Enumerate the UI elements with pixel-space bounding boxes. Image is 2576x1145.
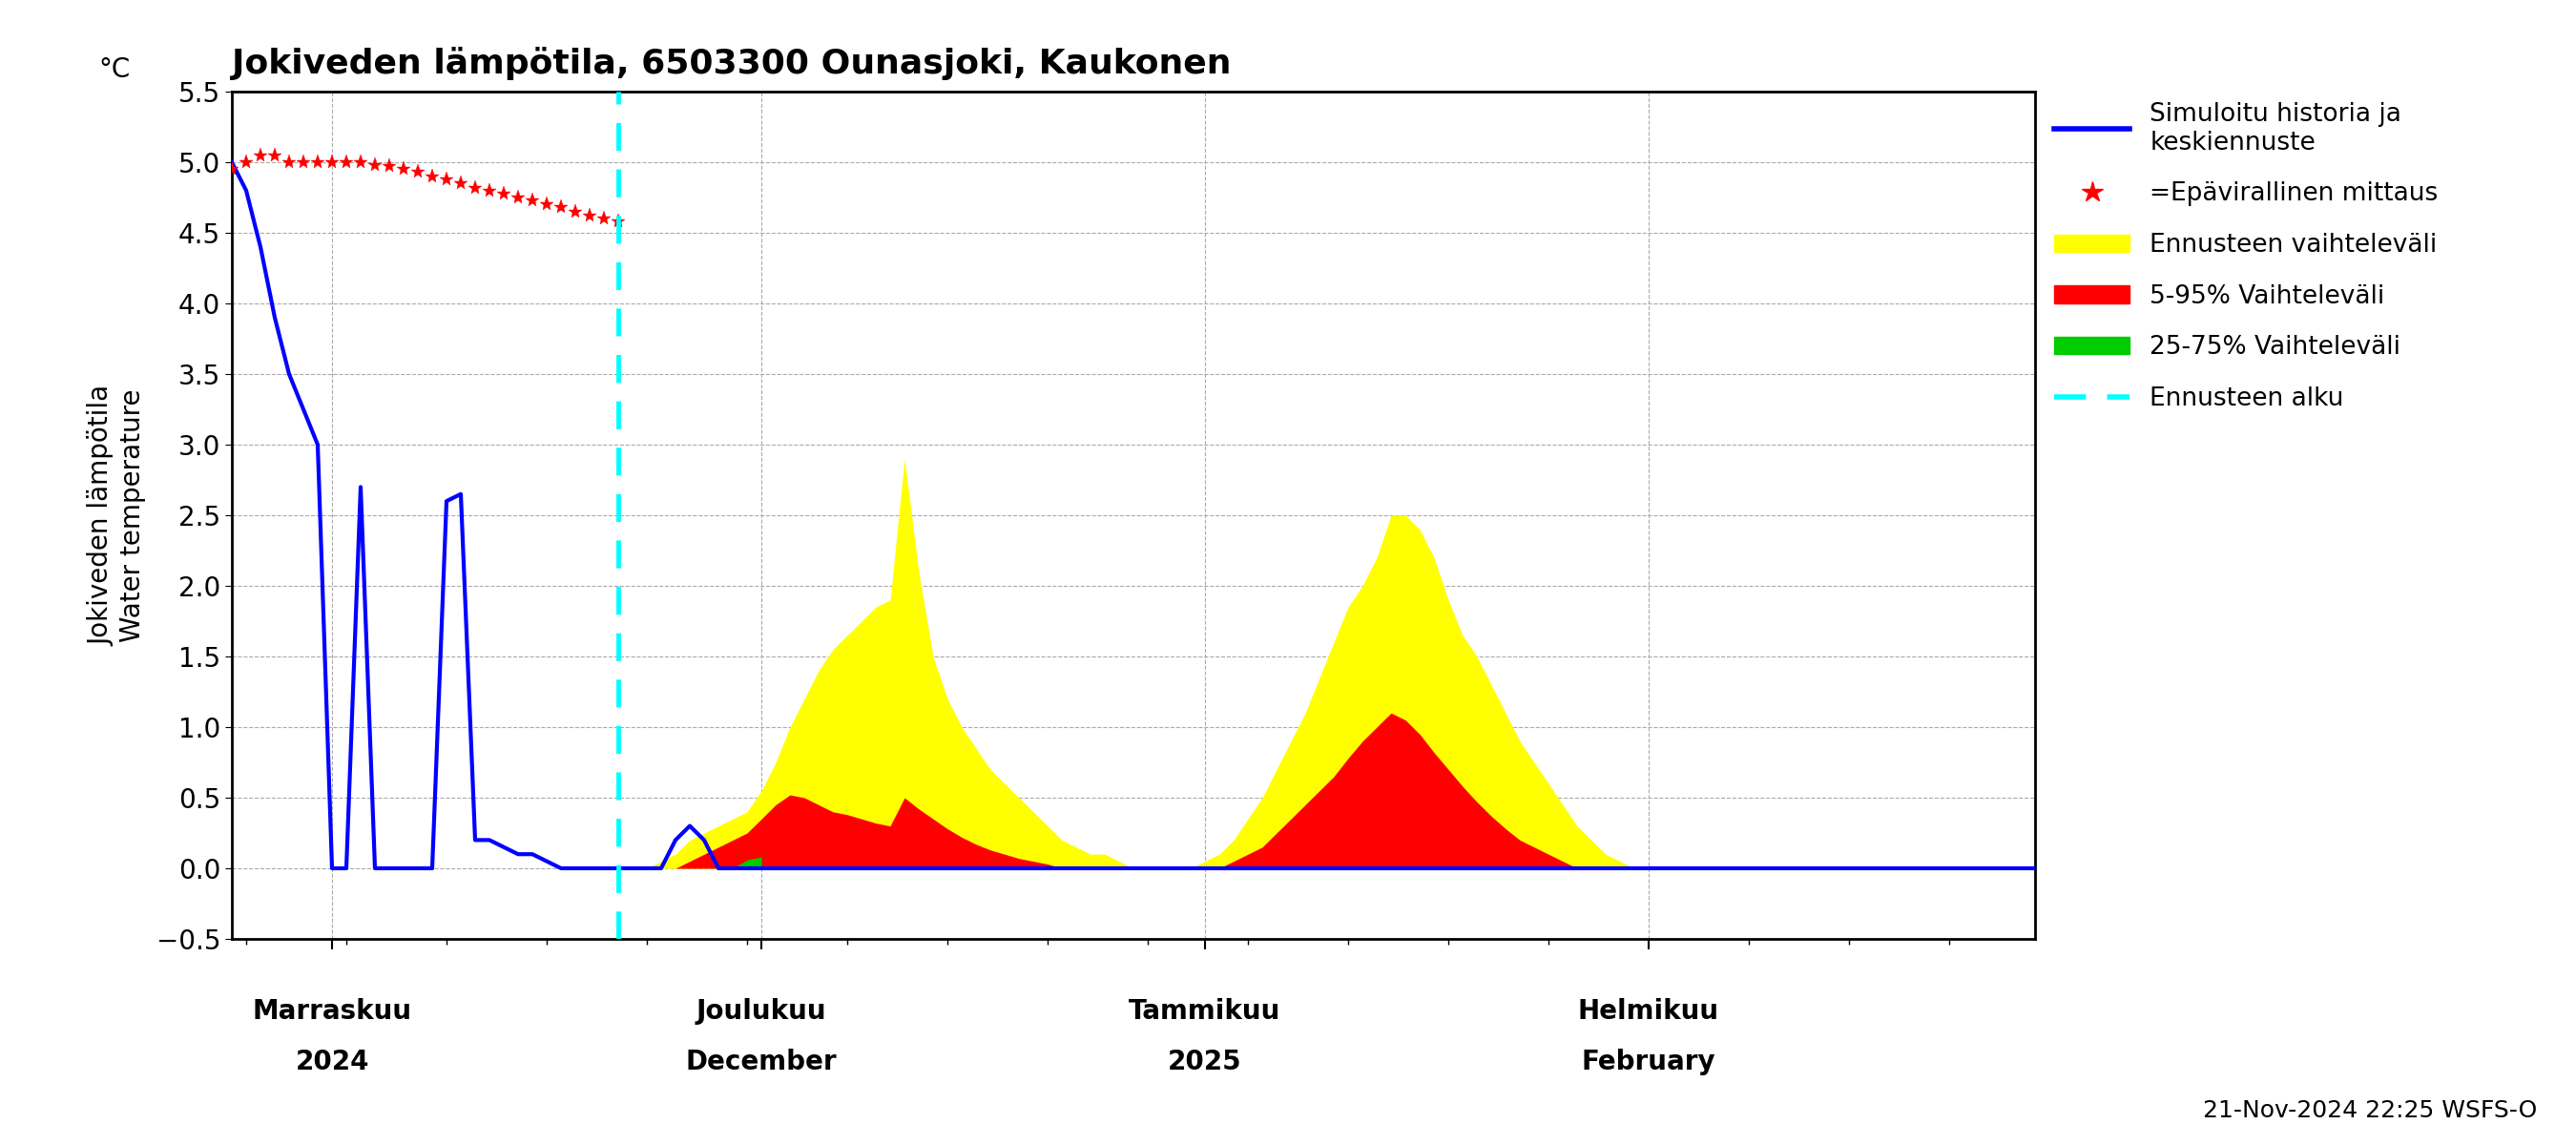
Text: 21-Nov-2024 22:25 WSFS-O: 21-Nov-2024 22:25 WSFS-O [2202, 1099, 2537, 1122]
Text: February: February [1582, 1049, 1716, 1076]
Text: Joulukuu: Joulukuu [696, 998, 827, 1025]
Text: Tammikuu: Tammikuu [1128, 998, 1280, 1025]
Text: 2025: 2025 [1167, 1049, 1242, 1076]
Text: Helmikuu: Helmikuu [1579, 998, 1718, 1025]
Text: Marraskuu: Marraskuu [252, 998, 412, 1025]
Text: °C: °C [98, 56, 131, 84]
Text: Jokiveden lämpötila, 6503300 Ounasjoki, Kaukonen: Jokiveden lämpötila, 6503300 Ounasjoki, … [232, 46, 1231, 80]
Text: December: December [685, 1049, 837, 1076]
Legend: Simuloitu historia ja
keskiennuste, =Epävirallinen mittaus, Ennusteen vaihtelevä: Simuloitu historia ja keskiennuste, =Epä… [2043, 92, 2447, 421]
Text: 2024: 2024 [296, 1049, 368, 1076]
Y-axis label: Jokiveden lämpötila
Water temperature: Jokiveden lämpötila Water temperature [88, 385, 147, 646]
